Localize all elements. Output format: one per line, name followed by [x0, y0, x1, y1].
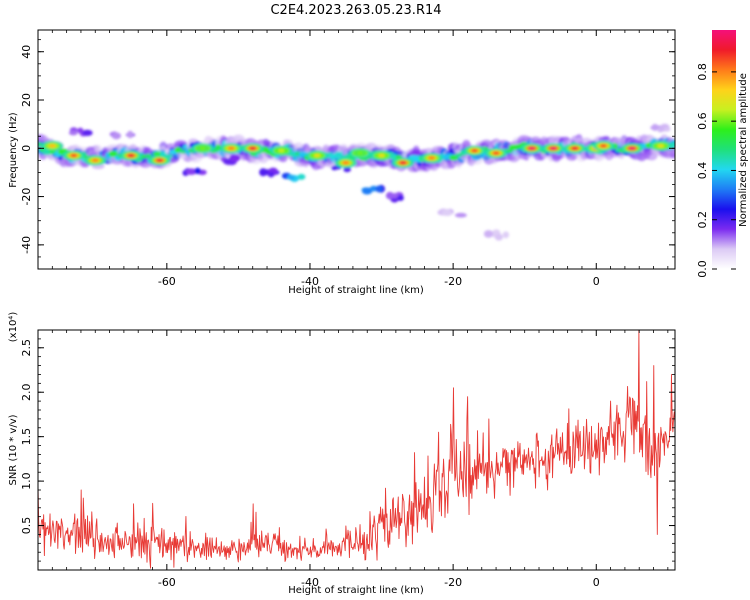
- heatmap-outlier: [361, 187, 373, 195]
- spectrogram-panel: -60 -40 -20 0 40 20 0 -20 -40 Height of straight…: [8, 29, 676, 296]
- snr-ticks: -60 -40 -20 0 0.5 1.0 1.5 2.0 2.5: [20, 329, 675, 589]
- heatmap-outlier: [502, 231, 510, 239]
- heatmap-hotspot: [528, 146, 536, 151]
- spectrogram-x-axis-label: Height of straight line (km): [288, 285, 424, 296]
- heatmap-hotspot: [549, 146, 557, 151]
- snr-x-axis-label: Height of straight line (km): [288, 585, 424, 596]
- x-tick-label: -40: [301, 576, 319, 589]
- heatmap-outlier: [111, 132, 122, 140]
- colorbar-tick-label: 0.4: [696, 162, 709, 180]
- heatmap-hotspot: [227, 146, 235, 151]
- x-tick-label: -20: [444, 275, 462, 288]
- y-tick-label: 40: [20, 45, 33, 59]
- heatmap-hotspot: [571, 146, 579, 151]
- snr-y-axis-label: SNR (10 * v/v): [8, 414, 19, 485]
- heatmap-hotspot: [199, 146, 207, 151]
- x-tick-label: 0: [593, 275, 600, 288]
- x-tick-label: -60: [158, 576, 176, 589]
- heatmap-outlier: [331, 166, 338, 171]
- x-tick-label: -40: [301, 275, 319, 288]
- x-tick-label: -20: [444, 576, 462, 589]
- heatmap-hotspot: [156, 158, 164, 163]
- heatmap-cell: [455, 152, 463, 158]
- spectrogram-y-axis-label: Frequency (Hz): [8, 112, 19, 188]
- colorbar-tick-label: 0.8: [696, 63, 709, 81]
- heatmap-outlier: [77, 127, 84, 134]
- heatmap-outlier: [127, 130, 134, 139]
- heatmap-hotspot: [70, 153, 78, 158]
- heatmap-hotspot: [492, 151, 500, 155]
- heatmap-hotspot: [356, 151, 364, 155]
- y-tick-label: 1.0: [20, 472, 33, 490]
- heatmap-outlier: [194, 167, 201, 175]
- heatmap-hotspot: [277, 148, 285, 153]
- colorbar-tick-label: 0.0: [696, 260, 709, 278]
- heatmap-hotspot: [91, 158, 99, 163]
- x-tick-label: -60: [158, 275, 176, 288]
- heatmap-outlier: [375, 185, 383, 193]
- y-tick-label: 1.5: [20, 428, 33, 446]
- heatmap-outlier: [385, 191, 394, 200]
- y-tick-label: 2.0: [20, 383, 33, 401]
- colorbar-label: Normalized spectral amplitude: [738, 73, 749, 227]
- y-tick-label: -40: [20, 236, 33, 254]
- chart-title: C2E4.2023.263.05.23.R14: [270, 3, 441, 18]
- spectrogram-ticks: -60 -40 -20 0 40 20 0 -20 -40: [20, 30, 675, 288]
- colorbar-tick-label: 0.2: [696, 211, 709, 229]
- heatmap-outlier: [657, 126, 664, 133]
- colorbar-tick-label: 0.6: [696, 112, 709, 130]
- heatmap-hotspot: [599, 144, 607, 148]
- colorbar: 0.0 0.2 0.4 0.6 0.8 Normalized spectral ampl…: [696, 30, 749, 278]
- heatmap-outlier: [483, 230, 494, 238]
- heatmap-outlier: [267, 171, 275, 178]
- heatmap-hotspot: [378, 153, 386, 158]
- spectrogram-frame: [37, 29, 676, 270]
- y-tick-label: 0.5: [20, 517, 33, 535]
- heatmap-cell: [504, 148, 513, 154]
- heatmap-outlier: [494, 233, 503, 241]
- heatmap-hotspot: [471, 148, 479, 153]
- heatmap-outlier: [68, 130, 78, 136]
- snr-series-line: [38, 330, 675, 569]
- heatmap-hotspot: [48, 144, 56, 148]
- heatmap-hotspot: [127, 153, 135, 158]
- heatmap-hotspot: [628, 146, 636, 151]
- y-tick-label: -20: [20, 188, 33, 206]
- heatmap-outlier: [185, 168, 197, 175]
- heatmap-cell: [108, 150, 118, 158]
- heatmap-outlier: [229, 154, 241, 162]
- heatmap-outlier: [297, 173, 306, 180]
- heatmap-hotspot: [249, 146, 257, 151]
- y-tick-label: 20: [20, 93, 33, 107]
- heatmap-hotspot: [313, 153, 321, 158]
- snr-frame: [37, 329, 676, 571]
- colorbar-ticks: 0.0 0.2 0.4 0.6 0.8: [696, 63, 736, 278]
- heatmap-outlier: [287, 174, 295, 181]
- heatmap-outlier: [454, 212, 467, 218]
- heatmap-outlier: [441, 209, 453, 217]
- spectrogram-heatmap: [38, 123, 675, 241]
- x-tick-label: 0: [593, 576, 600, 589]
- snr-panel: -60 -40 -20 0 0.5 1.0 1.5 2.0 2.5 Height of stra…: [8, 312, 676, 596]
- heatmap-outlier: [663, 127, 671, 132]
- y-tick-label: 0: [20, 145, 33, 152]
- heatmap-hotspot: [428, 156, 436, 160]
- heatmap-outlier: [82, 129, 93, 137]
- heatmap-outlier: [397, 194, 404, 202]
- heatmap-cell: [144, 153, 152, 159]
- heatmap-hotspot: [399, 160, 407, 165]
- snr-y-multiplier: (x10⁴): [8, 312, 19, 343]
- heatmap-hotspot: [342, 160, 350, 165]
- heatmap-hotspot: [657, 144, 665, 148]
- heatmap-outlier: [651, 123, 658, 131]
- heatmap-outlier: [259, 168, 268, 177]
- y-tick-label: 2.5: [20, 339, 33, 357]
- colorbar-gradient: [712, 30, 736, 269]
